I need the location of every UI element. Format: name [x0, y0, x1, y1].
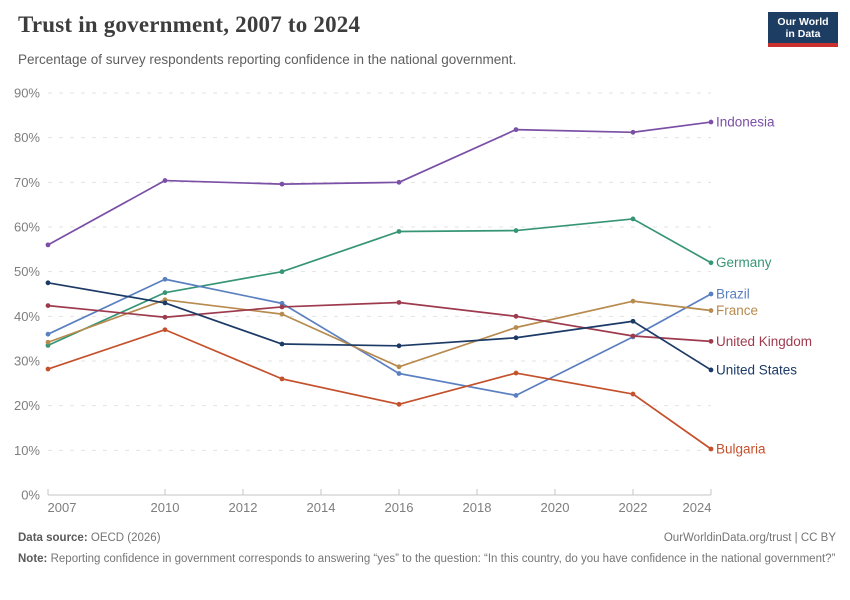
- chart-note: Note: Reporting confidence in government…: [18, 551, 836, 568]
- data-point-united-states[interactable]: [513, 335, 519, 341]
- data-point-germany[interactable]: [708, 260, 714, 266]
- x-axis-tick-label: 2020: [541, 500, 570, 515]
- data-point-france[interactable]: [708, 308, 714, 313]
- series-label-germany[interactable]: Germany: [716, 255, 772, 270]
- x-axis-tick-label: 2016: [385, 500, 414, 515]
- data-point-indonesia[interactable]: [708, 119, 714, 125]
- data-source-label: Data source:: [18, 532, 88, 544]
- data-point-united-states[interactable]: [708, 367, 714, 373]
- note-text: Reporting confidence in government corre…: [50, 552, 836, 565]
- y-axis-tick-label: 90%: [14, 86, 40, 101]
- y-axis-tick-label: 50%: [14, 264, 40, 279]
- data-point-united-states[interactable]: [162, 300, 168, 306]
- series-line-brazil[interactable]: [47, 278, 712, 397]
- line-chart: 0% 10% 20% 30% 40% 50% 60% 70% 80% 90% 2007 2010 201…: [14, 86, 812, 516]
- data-point-indonesia[interactable]: [630, 129, 636, 135]
- data-point-united-states[interactable]: [45, 280, 51, 286]
- x-axis-tick-label: 2007: [48, 500, 77, 515]
- x-axis-tick-label: 2022: [619, 500, 648, 515]
- owid-logo[interactable]: Our World in Data: [768, 12, 838, 47]
- y-axis-tick-label: 20%: [14, 398, 40, 413]
- owid-logo-line2: in Data: [785, 27, 821, 40]
- series-label-united-kingdom[interactable]: United Kingdom: [716, 334, 812, 349]
- page-title: Trust in government, 2007 to 2024: [18, 12, 361, 37]
- owid-logo-line1: Our World: [777, 15, 829, 28]
- data-point-bulgaria[interactable]: [513, 370, 519, 376]
- data-point-germany[interactable]: [162, 290, 168, 296]
- data-point-bulgaria[interactable]: [45, 366, 51, 372]
- series-label-france[interactable]: France: [716, 303, 758, 318]
- y-axis-tick-label: 80%: [14, 130, 40, 145]
- data-point-indonesia[interactable]: [396, 179, 402, 185]
- note-label: Note:: [18, 552, 48, 565]
- data-point-united-states[interactable]: [396, 343, 402, 349]
- data-point-germany[interactable]: [630, 216, 636, 222]
- data-point-brazil[interactable]: [45, 331, 51, 337]
- data-source: Data source: OECD (2026): [18, 530, 161, 547]
- data-point-france[interactable]: [45, 339, 51, 345]
- data-point-indonesia[interactable]: [45, 242, 51, 248]
- series-line-germany[interactable]: [47, 218, 712, 347]
- data-point-indonesia[interactable]: [279, 181, 285, 187]
- data-point-united-states[interactable]: [630, 318, 636, 324]
- data-point-united-kingdom[interactable]: [279, 304, 285, 310]
- data-point-brazil[interactable]: [708, 291, 714, 297]
- data-point-germany[interactable]: [396, 229, 402, 234]
- data-point-bulgaria[interactable]: [708, 446, 714, 452]
- y-axis-tick-label: 70%: [14, 175, 40, 190]
- series-line-united-states[interactable]: [47, 281, 712, 371]
- y-axis-tick-label: 60%: [14, 220, 40, 235]
- data-point-united-states[interactable]: [279, 341, 285, 347]
- y-axis-tick-label: 40%: [14, 309, 40, 324]
- data-point-united-kingdom[interactable]: [162, 314, 168, 320]
- y-axis-tick-label: 10%: [14, 443, 40, 458]
- data-point-bulgaria[interactable]: [279, 376, 285, 382]
- data-point-france[interactable]: [279, 311, 285, 317]
- series-line-indonesia[interactable]: [47, 121, 712, 246]
- data-source-value: OECD (2026): [90, 532, 161, 544]
- series-label-united-states[interactable]: United States: [716, 362, 797, 377]
- data-point-germany[interactable]: [513, 228, 519, 233]
- data-point-indonesia[interactable]: [162, 178, 168, 183]
- series-line-france[interactable]: [47, 298, 712, 368]
- data-point-brazil[interactable]: [162, 276, 168, 282]
- data-point-united-kingdom[interactable]: [708, 338, 714, 344]
- y-axis-tick-label: 0%: [21, 488, 40, 503]
- chart-subtitle: Percentage of survey respondents reporti…: [18, 52, 517, 67]
- series-label-bulgaria[interactable]: Bulgaria: [716, 441, 766, 456]
- data-point-france[interactable]: [630, 298, 636, 304]
- x-axis-tick-label: 2024: [683, 500, 712, 515]
- data-point-united-kingdom[interactable]: [45, 303, 51, 309]
- data-point-brazil[interactable]: [396, 371, 402, 376]
- data-point-united-kingdom[interactable]: [513, 313, 519, 319]
- x-axis-tick-label: 2012: [229, 500, 258, 515]
- data-point-brazil[interactable]: [513, 392, 519, 398]
- data-point-bulgaria[interactable]: [396, 401, 402, 407]
- data-point-bulgaria[interactable]: [162, 327, 168, 333]
- x-axis-tick-label: 2010: [151, 500, 180, 515]
- x-axis-tick-label: 2018: [463, 500, 492, 515]
- chart-footer: Data source: OECD (2026) OurWorldinData.…: [18, 530, 836, 567]
- data-point-france[interactable]: [513, 325, 519, 330]
- series-label-indonesia[interactable]: Indonesia: [716, 115, 775, 130]
- data-point-indonesia[interactable]: [513, 127, 519, 133]
- y-axis-tick-label: 30%: [14, 354, 40, 369]
- data-point-bulgaria[interactable]: [630, 391, 636, 397]
- data-point-france[interactable]: [396, 364, 402, 370]
- data-point-united-kingdom[interactable]: [630, 333, 636, 339]
- data-point-germany[interactable]: [279, 269, 285, 275]
- x-axis-tick-label: 2014: [307, 500, 336, 515]
- data-point-united-kingdom[interactable]: [396, 300, 402, 305]
- data-point-brazil[interactable]: [279, 300, 285, 306]
- attribution-link[interactable]: OurWorldinData.org/trust | CC BY: [663, 532, 836, 544]
- series-label-brazil[interactable]: Brazil: [716, 287, 750, 302]
